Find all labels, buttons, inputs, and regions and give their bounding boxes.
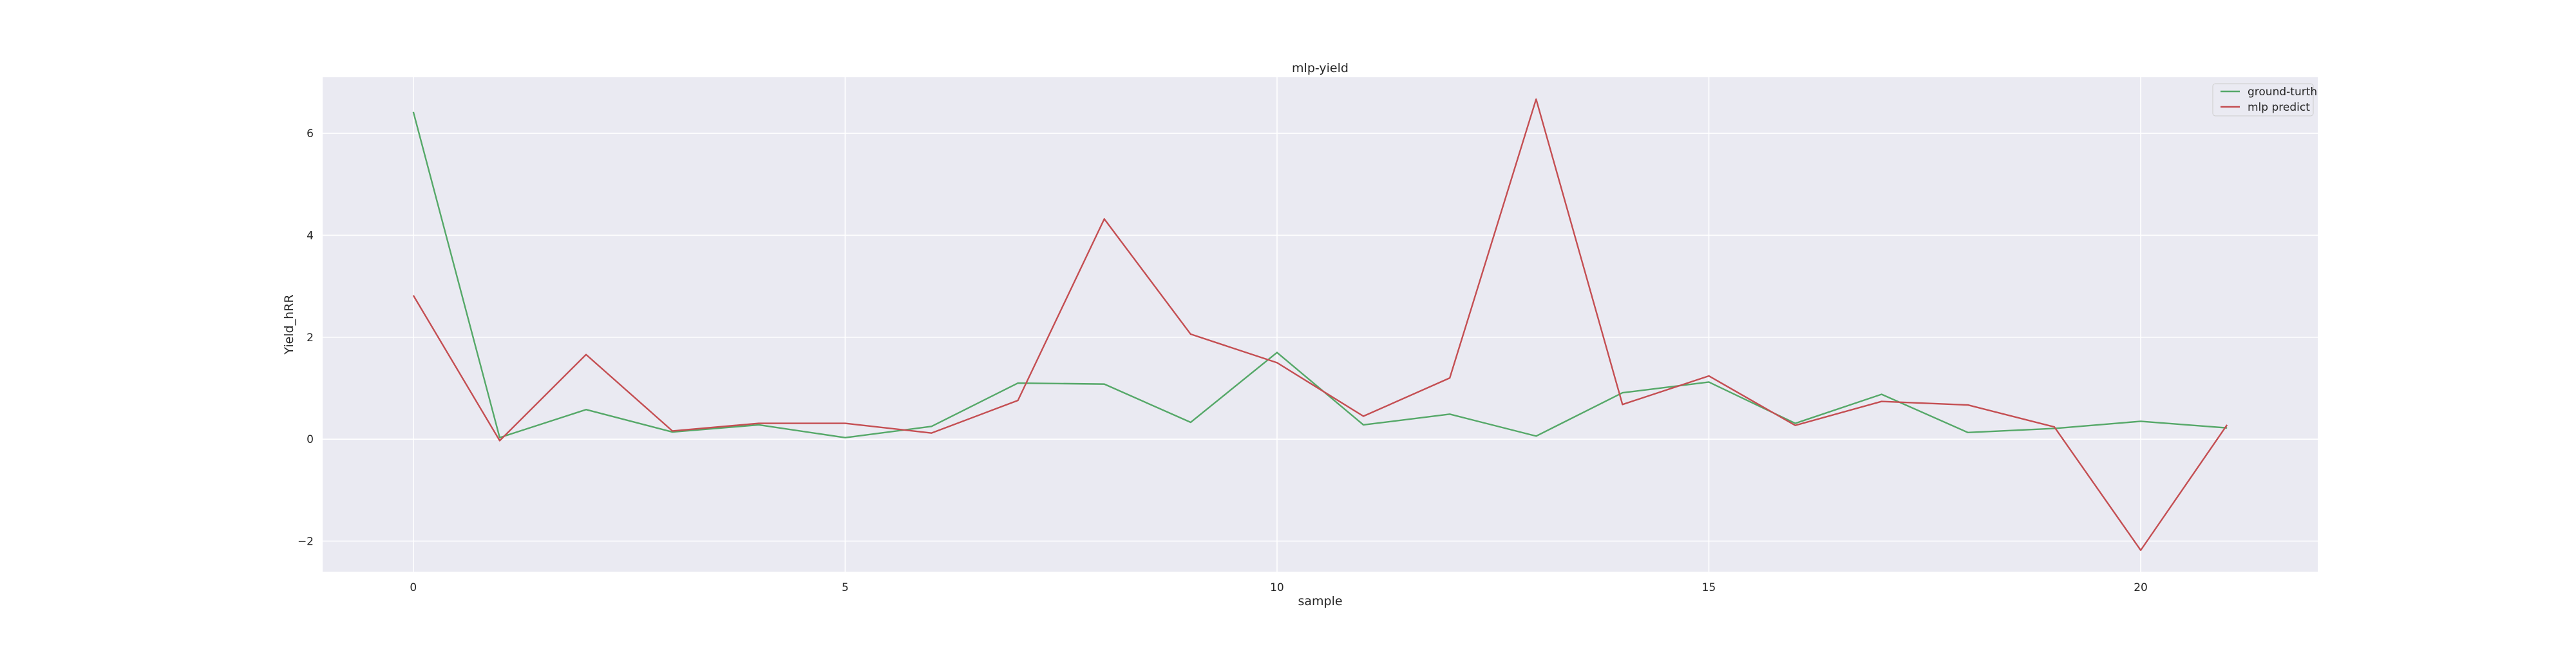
legend-label-0: ground-turth [2248, 86, 2317, 98]
x-tick-label: 15 [1702, 581, 1716, 594]
y-axis-title: Yield_hRR [282, 294, 296, 355]
plot-background [323, 77, 2318, 572]
data-point [1622, 404, 1623, 405]
series-lines [412, 98, 2228, 551]
data-point [585, 354, 586, 355]
chart-title: mlp-yield [1292, 61, 1349, 75]
data-point [845, 423, 846, 424]
data-point [2227, 424, 2228, 425]
data-point [1190, 333, 1191, 334]
data-point [499, 440, 500, 441]
data-point [1967, 432, 1968, 433]
data-point [845, 437, 846, 438]
grid-lines [323, 77, 2318, 572]
x-tick-label: 0 [410, 581, 417, 594]
x-tick-labels: 0 5 10 15 20 [410, 581, 2147, 594]
y-tick-label: 4 [307, 229, 314, 242]
x-tick-label: 10 [1270, 581, 1284, 594]
data-point [2227, 427, 2228, 428]
x-tick-label: 20 [2134, 581, 2148, 594]
data-point [1967, 404, 1968, 405]
data-point [1881, 401, 1882, 402]
data-point [1622, 392, 1623, 393]
y-tick-label: 2 [307, 332, 314, 344]
data-point [1536, 98, 1537, 99]
data-point [1276, 362, 1277, 363]
data-point [2140, 421, 2141, 422]
y-tick-label: 0 [307, 433, 314, 446]
data-point [1276, 352, 1277, 353]
legend: ground-turth mlp predict [2212, 83, 2317, 117]
x-axis-title: sample [1298, 594, 1342, 608]
data-point [931, 426, 932, 427]
data-point [499, 437, 500, 438]
y-tick-labels: −2 0 2 4 6 [298, 127, 314, 548]
y-tick-label: −2 [298, 535, 314, 548]
data-point [1881, 394, 1882, 395]
x-tick-label: 5 [842, 581, 849, 594]
legend-label-1: mlp predict [2248, 101, 2310, 114]
series-line-1 [412, 98, 2228, 551]
data-point [585, 409, 586, 410]
y-tick-label: 6 [307, 127, 314, 140]
